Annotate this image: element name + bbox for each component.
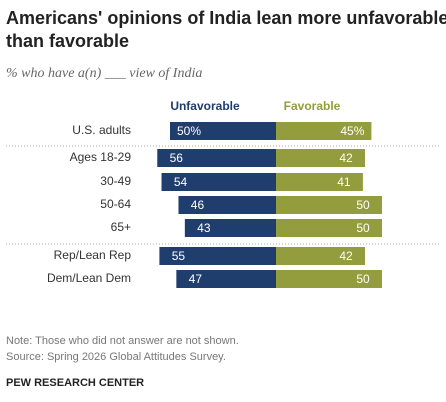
bar <box>276 149 366 167</box>
value-label: 45% <box>340 124 364 138</box>
category-label: 30-49 <box>100 174 131 188</box>
category-label: 50-64 <box>100 197 131 211</box>
bar <box>276 247 366 265</box>
bar <box>159 247 276 265</box>
value-label: 50% <box>177 124 201 138</box>
category-label: Ages 18-29 <box>70 150 132 164</box>
bar <box>276 219 382 237</box>
category-label: 65+ <box>111 220 131 234</box>
bar <box>170 122 276 140</box>
bar <box>178 196 276 214</box>
value-label: 46 <box>191 198 205 212</box>
legend-label: Unfavorable <box>170 99 240 113</box>
category-label: Rep/Lean Rep <box>54 248 132 262</box>
value-label: 41 <box>337 175 351 189</box>
value-label: 43 <box>197 221 211 235</box>
bar <box>157 149 276 167</box>
value-label: 50 <box>356 221 370 235</box>
bar <box>276 196 382 214</box>
bar <box>176 270 276 288</box>
value-label: 55 <box>172 249 186 263</box>
subtitle: % who have a(n) ___ view of India <box>6 66 202 81</box>
value-label: 54 <box>174 175 188 189</box>
bar <box>276 122 372 140</box>
chart-title-line: than favorable <box>6 31 129 51</box>
chart-title-line: Americans' opinions of India lean more u… <box>6 8 446 28</box>
category-label: U.S. adults <box>72 123 131 137</box>
category-label: Dem/Lean Dem <box>47 271 131 285</box>
credit: PEW RESEARCH CENTER <box>6 377 144 389</box>
note: Note: Those who did not answer are not s… <box>6 335 239 347</box>
bar <box>161 173 276 191</box>
bar <box>276 173 363 191</box>
bar <box>276 270 382 288</box>
value-label: 42 <box>339 249 353 263</box>
value-label: 42 <box>339 151 353 165</box>
value-label: 50 <box>356 198 370 212</box>
legend-label: Favorable <box>284 99 341 113</box>
value-label: 56 <box>170 151 184 165</box>
bar <box>184 219 276 237</box>
value-label: 50 <box>356 272 370 286</box>
source: Source: Spring 2026 Global Attitudes Sur… <box>6 351 226 363</box>
value-label: 47 <box>189 272 203 286</box>
